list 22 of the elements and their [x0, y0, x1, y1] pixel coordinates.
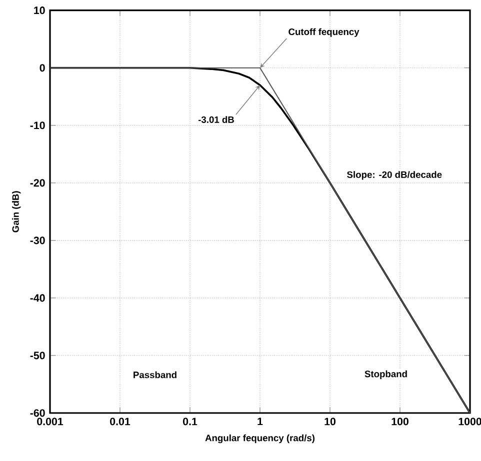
annotation: Passband: [134, 371, 176, 378]
y-tick-label: -50: [30, 352, 45, 360]
x-tick-label: 0.01: [110, 418, 130, 426]
x-tick-label: 10: [324, 418, 336, 426]
x-axis-title: Angular fequency (rad/s): [205, 434, 314, 444]
y-tick-label: 10: [34, 6, 45, 14]
y-tick-label: -20: [30, 179, 45, 187]
y-tick-label: -10: [30, 122, 45, 130]
y-tick-label: 0: [40, 64, 45, 72]
x-tick-label: 1: [258, 418, 263, 426]
x-tick-label: 0.1: [183, 418, 198, 426]
y-axis-title: Gain (dB): [12, 191, 21, 232]
x-tick-label: 1000: [458, 418, 481, 426]
y-tick-label: -60: [30, 409, 45, 417]
annotation: Cutoff fequency: [288, 28, 360, 37]
x-tick-label: 100: [392, 418, 408, 426]
x-tick-label: 0.001: [37, 418, 64, 426]
annotation: -3.01 dB: [198, 116, 234, 123]
y-tick-label: -40: [30, 294, 45, 302]
annotation: Stopband: [364, 370, 407, 380]
annotation: Slope: -20 dB/decade: [347, 171, 442, 180]
y-tick-label: -30: [30, 236, 45, 244]
